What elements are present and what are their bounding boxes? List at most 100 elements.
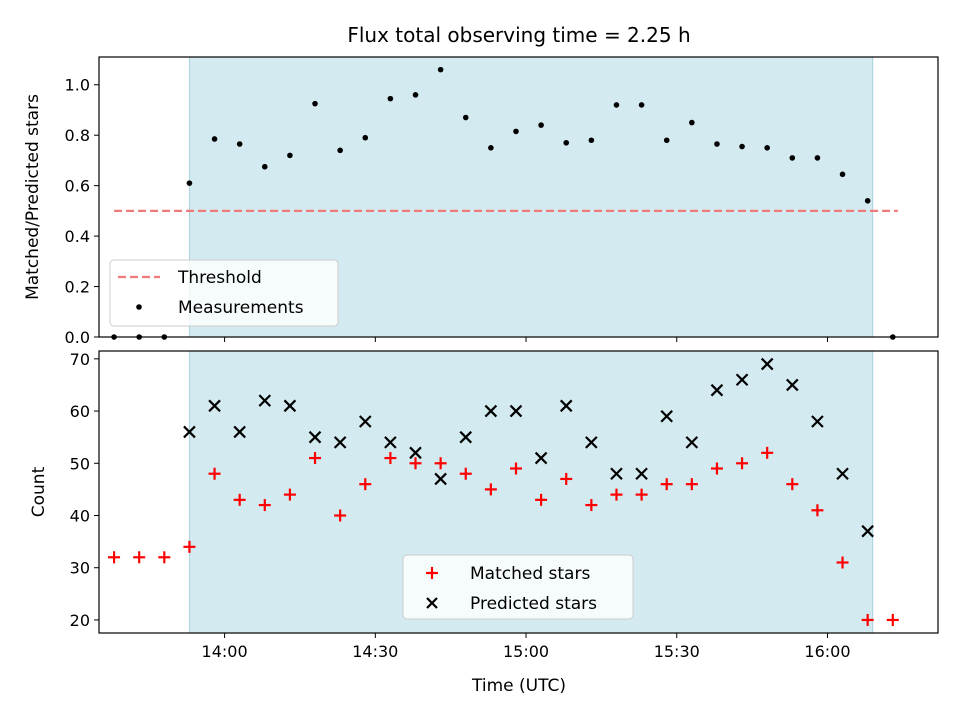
chart-title: Flux total observing time = 2.25 h — [347, 23, 690, 47]
matched-star-point — [283, 488, 296, 501]
matched-star-point — [685, 478, 698, 491]
predicted-star-point — [685, 436, 699, 449]
measurement-point — [864, 197, 871, 204]
measurement-point — [613, 102, 620, 108]
predicted-star-point — [660, 409, 673, 423]
matched-star-point — [183, 540, 196, 553]
matched-star-point — [484, 483, 497, 496]
bottom-x-tick-label: 16:00 — [804, 642, 850, 661]
predicted-star-point — [534, 451, 548, 465]
predicted-star-point — [183, 425, 196, 439]
predicted-star-point — [358, 415, 372, 428]
measurement-point — [814, 155, 821, 161]
matched-star-point — [409, 457, 422, 470]
matched-star-point — [208, 467, 221, 480]
predicted-star-point — [509, 404, 523, 418]
matched-star-point — [786, 478, 799, 491]
measurement-point — [186, 180, 193, 186]
top-y-tick-label: 0.8 — [65, 126, 90, 145]
legend-predicted-label: Predicted stars — [470, 594, 597, 614]
bottom-x-tick-label: 14:30 — [352, 642, 398, 661]
matched-stars-points — [108, 446, 899, 626]
predicted-star-point — [635, 467, 648, 481]
measurement-point — [488, 145, 494, 151]
measurement-point — [663, 137, 670, 144]
bottom-y-tick-label: 40 — [70, 507, 90, 526]
predicted-star-point — [409, 446, 422, 460]
measurement-point — [437, 66, 444, 73]
bottom-legend-box — [402, 554, 634, 620]
measurement-point — [839, 171, 846, 178]
predicted-star-point — [559, 399, 573, 413]
predicted-star-point — [308, 430, 322, 444]
top-y-ticks: 0.0 0.2 0.4 0.6 0.8 1.0 — [65, 76, 99, 347]
matched-star-point — [585, 499, 598, 512]
measurement-point — [261, 163, 268, 170]
legend-matched-label: Matched stars — [470, 564, 590, 584]
measurement-point — [211, 136, 218, 142]
top-y-tick-label: 0.0 — [65, 328, 90, 347]
matched-star-point — [133, 551, 146, 564]
predicted-star-point — [735, 373, 749, 387]
measurement-point — [287, 152, 293, 159]
predicted-star-point — [811, 415, 824, 428]
measurement-point — [638, 102, 645, 108]
bottom-y-tick-label: 30 — [70, 559, 90, 578]
matched-star-point — [158, 551, 171, 564]
top-y-axis-label: Matched/Predicted stars — [23, 94, 43, 300]
measurement-point — [236, 141, 243, 147]
top-y-tick-label: 0.2 — [65, 278, 90, 297]
predicted-star-point — [760, 357, 774, 371]
bottom-y-axis-label: Count — [29, 466, 49, 517]
legend-measurements-label: Measurements — [178, 298, 304, 318]
predicted-star-point — [384, 436, 397, 449]
predicted-star-point — [434, 472, 447, 486]
matched-star-point — [459, 467, 472, 480]
matched-star-point — [736, 457, 749, 470]
measurement-point — [387, 95, 394, 102]
matched-star-point — [434, 457, 447, 470]
predicted-star-point — [208, 399, 221, 413]
measurement-point — [563, 139, 570, 146]
top-panel: 0.0 0.2 0.4 0.6 0.8 1.0 Matched/Predicted sta… — [23, 56, 939, 347]
predicted-star-point — [710, 383, 724, 397]
predicted-star-point — [585, 436, 598, 449]
matched-star-point — [233, 493, 246, 506]
legend-predicted-swatch — [426, 597, 438, 609]
predicted-star-point — [786, 378, 799, 392]
predicted-star-point — [459, 430, 473, 444]
measurement-point — [588, 137, 595, 144]
predicted-star-point — [836, 467, 849, 481]
bottom-y-tick-label: 70 — [70, 350, 90, 369]
matched-star-point — [384, 452, 397, 465]
top-y-tick-label: 0.6 — [65, 177, 90, 196]
predicted-star-point — [233, 425, 246, 439]
measurement-point — [312, 100, 318, 107]
matched-star-point — [258, 499, 271, 512]
predicted-star-point — [610, 467, 623, 481]
bottom-legend: Matched stars Predicted stars — [402, 554, 634, 620]
x-axis-label: Time (UTC) — [471, 676, 566, 696]
predicted-star-point — [861, 524, 874, 538]
matched-star-point — [535, 493, 548, 506]
legend-matched-swatch — [426, 567, 438, 579]
matched-star-point — [836, 556, 849, 569]
matched-star-point — [761, 446, 774, 459]
measurement-point — [689, 119, 695, 126]
matched-star-point — [610, 488, 623, 501]
bottom-y-tick-label: 20 — [70, 611, 90, 630]
top-y-tick-label: 0.4 — [65, 227, 90, 246]
top-x-ticks — [224, 337, 828, 342]
matched-star-point — [811, 504, 824, 517]
bottom-x-tick-label: 15:00 — [503, 642, 549, 661]
matched-star-point — [560, 472, 573, 485]
bottom-y-tick-label: 60 — [70, 402, 90, 421]
bottom-y-tick-label: 50 — [70, 454, 90, 473]
bottom-y-ticks: 20 30 40 50 60 70 — [70, 350, 99, 630]
top-y-tick-label: 1.0 — [65, 76, 90, 95]
measurement-point — [538, 122, 544, 128]
matched-star-point — [635, 488, 648, 501]
matched-star-point — [660, 478, 673, 491]
top-legend-box — [109, 259, 339, 327]
